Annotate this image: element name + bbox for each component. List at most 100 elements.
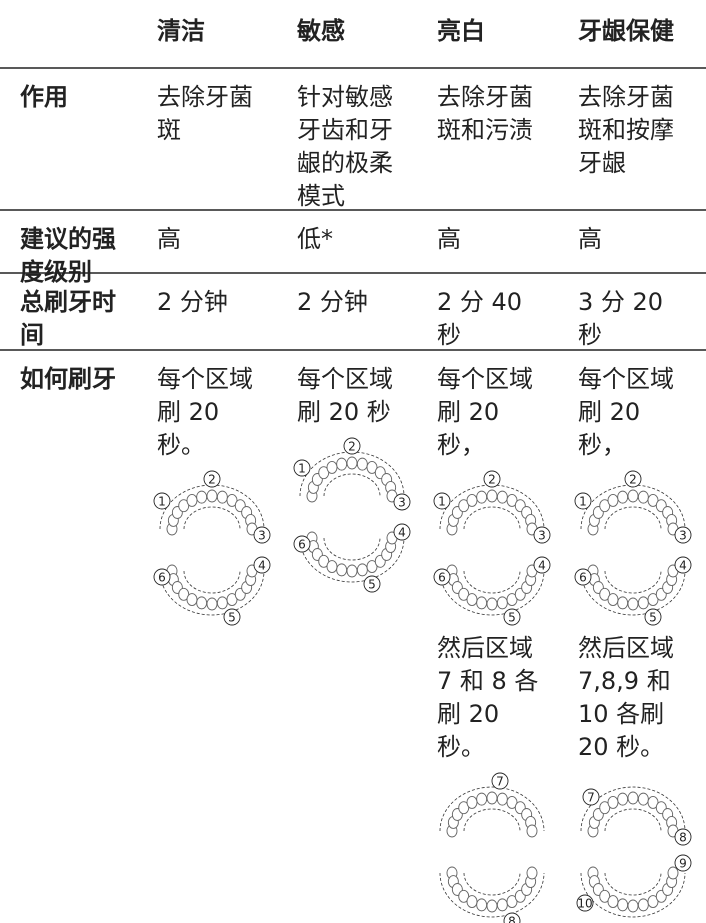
zone-outline [604, 506, 662, 530]
zone-outline [580, 872, 686, 918]
zone-badge [644, 608, 662, 626]
zone-number: 3 [679, 529, 687, 543]
cell-text: 秒。 [157, 431, 205, 459]
tooth [496, 898, 508, 912]
tooth [366, 560, 378, 574]
zone-number: 4 [679, 559, 687, 573]
column-header: 亮白 [437, 17, 485, 45]
zone-outline [323, 537, 381, 561]
tooth [466, 593, 478, 607]
zone-badge [576, 894, 594, 912]
tooth [196, 490, 208, 504]
zone-outline [604, 808, 662, 832]
cell-text: 秒 [578, 321, 602, 349]
tooth-diagram: 78 [580, 786, 692, 846]
tooth [476, 792, 488, 806]
zone-badge [293, 459, 311, 477]
zone-number: 4 [258, 559, 266, 573]
tooth [486, 791, 498, 805]
zone-outline [604, 570, 662, 594]
zone-badge [433, 568, 451, 586]
tooth [506, 895, 518, 909]
cell-text: 低* [297, 225, 333, 253]
tooth [476, 596, 488, 610]
tooth-diagram: 4 5 6 [574, 556, 692, 626]
zone-number: 2 [629, 473, 637, 487]
row-label: 总刷牙时 [20, 288, 116, 316]
cell-text: 然后区域 [437, 634, 533, 662]
zone-badge [674, 526, 692, 544]
cell-text: 龈的极柔 [297, 149, 393, 177]
zone-number: 6 [298, 538, 306, 552]
cell-text: 刷 20 [157, 398, 219, 426]
tooth [637, 898, 649, 912]
zone-outline [439, 570, 545, 616]
row-label: 间 [20, 321, 44, 349]
zone-number: 3 [398, 496, 406, 510]
cell-text: 去除牙菌 [578, 83, 674, 111]
cell-text: 秒 [437, 321, 461, 349]
zone-outline [463, 570, 521, 594]
zone-number: 6 [579, 571, 587, 585]
tooth [647, 895, 659, 909]
zone-number: 1 [438, 495, 446, 509]
tooth [496, 792, 508, 806]
tooth [526, 824, 538, 838]
zone-number: 9 [679, 857, 687, 871]
zone-number: 4 [398, 526, 406, 540]
tooth-diagram: 1 2 3 [574, 470, 692, 544]
cell-text: 去除牙菌 [157, 83, 253, 111]
zone-badge [533, 526, 551, 544]
zone-badge [433, 492, 451, 510]
zone-badge [393, 523, 411, 541]
tooth [476, 898, 488, 912]
tooth [216, 596, 228, 610]
tooth [486, 597, 498, 611]
zone-badge [203, 470, 221, 488]
tooth [216, 490, 228, 504]
cell-text: 每个区域 [297, 365, 393, 393]
zone-number: 1 [298, 462, 306, 476]
tooth [617, 490, 629, 504]
zone-number: 8 [508, 915, 516, 923]
tooth [356, 457, 368, 471]
zone-number: 4 [538, 559, 546, 573]
tooth [647, 593, 659, 607]
tooth [346, 456, 358, 470]
cell-text: 然后区域 [578, 634, 674, 662]
tooth [186, 593, 198, 607]
cell-text: 高 [157, 225, 181, 253]
zone-badge [153, 568, 171, 586]
tooth [206, 597, 218, 611]
tooth [206, 489, 218, 503]
tooth-diagram: 4 5 6 [433, 556, 551, 626]
tooth [667, 866, 679, 880]
column-header: 清洁 [157, 17, 205, 45]
tooth [458, 587, 470, 601]
tooth [466, 895, 478, 909]
zone-outline [439, 872, 545, 918]
zone-badge [624, 470, 642, 488]
tooth [476, 490, 488, 504]
cell-text: 2 分 40 [437, 288, 522, 316]
cell-text: 秒， [437, 431, 485, 459]
zone-outline [323, 473, 381, 497]
tooth [466, 795, 478, 809]
cell-text: 2 分钟 [297, 288, 368, 316]
zone-number: 3 [258, 529, 266, 543]
tooth [506, 593, 518, 607]
tooth-diagram: 1 2 3 [153, 470, 271, 544]
zone-number: 5 [228, 611, 236, 625]
tooth-diagram: 9 10 [576, 854, 692, 918]
zone-badge [574, 492, 592, 510]
zone-number: 10 [577, 897, 592, 911]
zone-number: 6 [438, 571, 446, 585]
cell-text: 刷 20 [578, 398, 640, 426]
tooth [627, 597, 639, 611]
zone-badge [574, 568, 592, 586]
zone-outline [183, 506, 241, 530]
cell-text: 2 分钟 [157, 288, 228, 316]
tooth [326, 560, 338, 574]
zone-badge [582, 788, 600, 806]
tooth [326, 460, 338, 474]
